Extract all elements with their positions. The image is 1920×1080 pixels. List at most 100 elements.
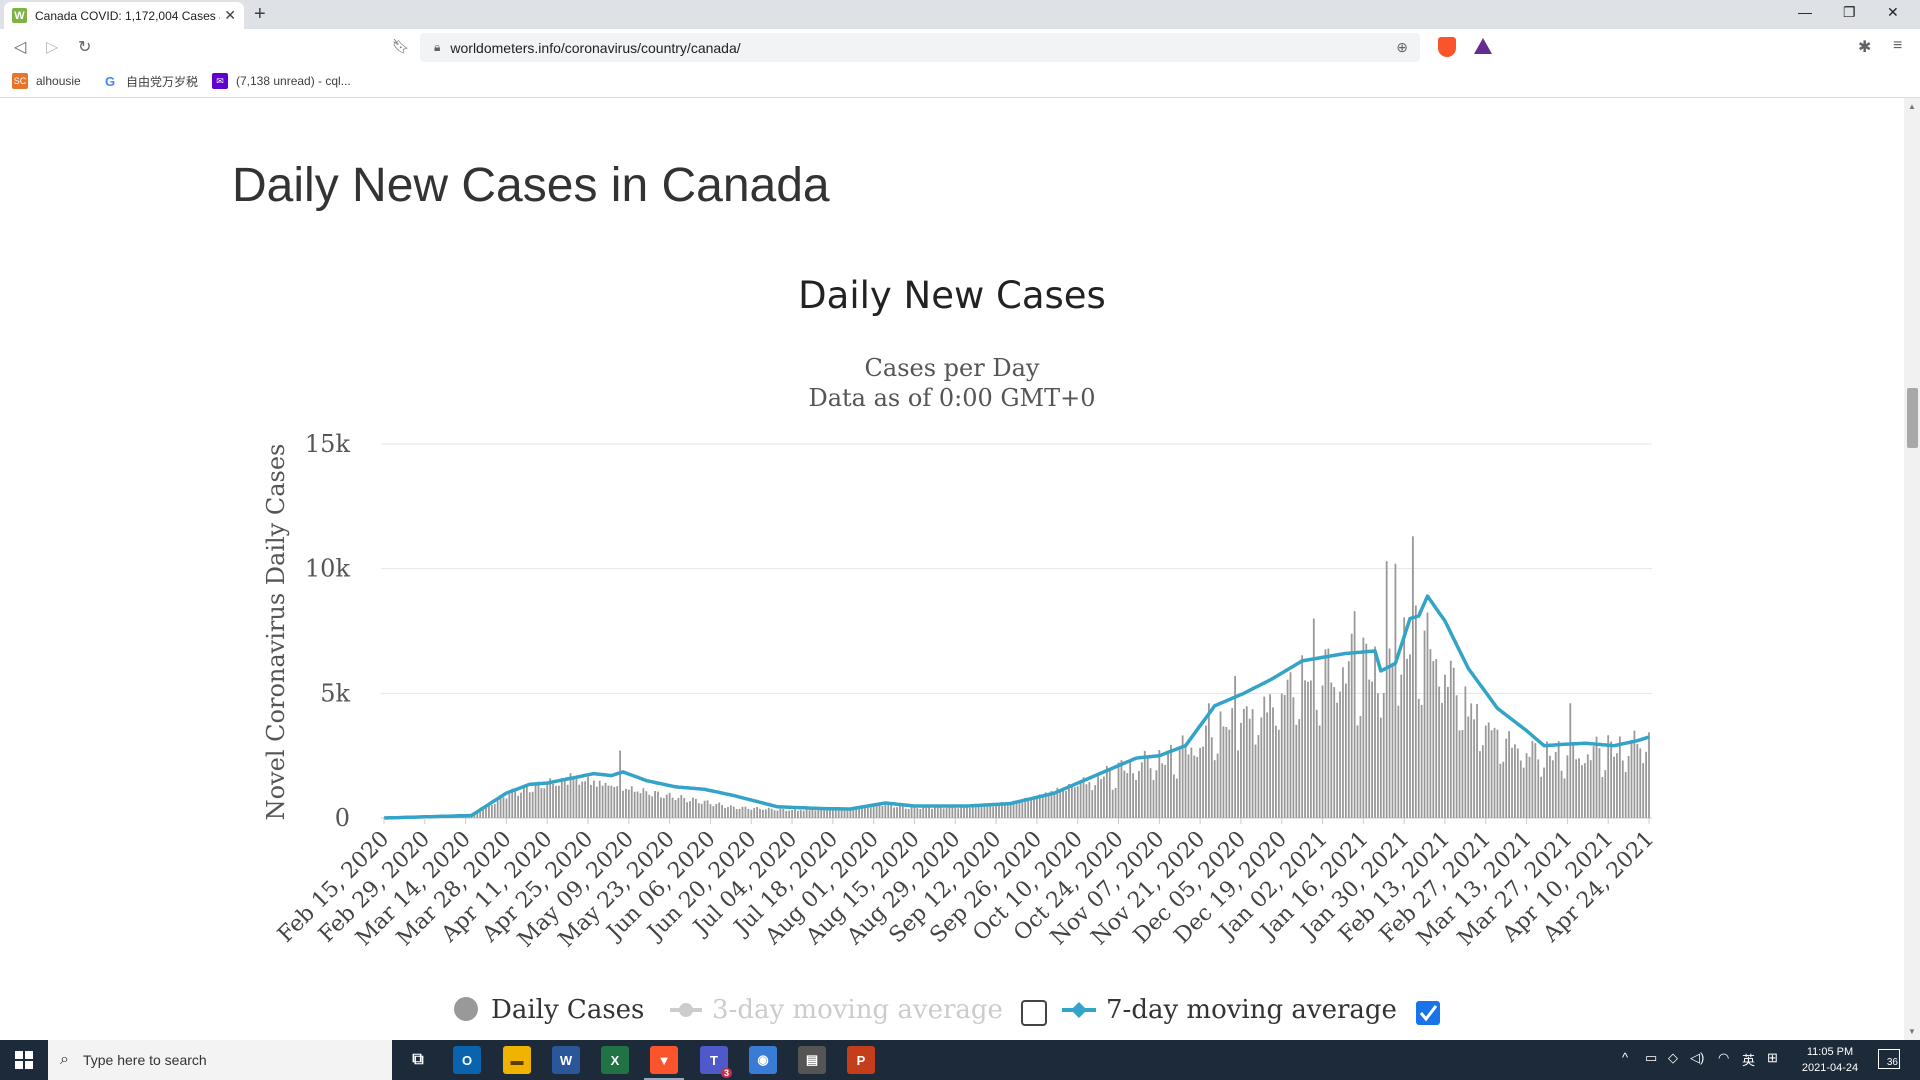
- ime-indicator[interactable]: 英: [1742, 1053, 1756, 1068]
- daily-case-bar: [1257, 735, 1260, 818]
- daily-case-bar: [840, 810, 843, 818]
- back-button[interactable]: ◁: [14, 39, 27, 56]
- daily-case-bar: [1254, 744, 1257, 818]
- bookmark-item[interactable]: ✉ (7,138 unread) - cql...: [212, 73, 351, 89]
- daily-case-bar: [974, 803, 977, 818]
- grid-lines: [381, 443, 1652, 819]
- legend-daily-cases[interactable]: Daily Cases: [454, 995, 644, 1025]
- daily-case-bar: [1490, 730, 1493, 818]
- bookmark-icon[interactable]: 🔖︎: [392, 38, 410, 54]
- daily-case-bar: [665, 794, 668, 818]
- restore-button[interactable]: ❐: [1843, 4, 1856, 20]
- toggle-7day-checkbox[interactable]: [1416, 1001, 1440, 1025]
- powerpoint-icon[interactable]: P: [847, 1046, 875, 1074]
- recorder-app-icon[interactable]: ◉: [749, 1046, 777, 1074]
- daily-case-bar: [633, 791, 636, 818]
- extensions-icon[interactable]: ✱: [1858, 39, 1872, 56]
- daily-case-bar: [829, 809, 831, 818]
- daily-case-bar: [1149, 768, 1152, 818]
- close-window-button[interactable]: ✕: [1887, 4, 1899, 20]
- daily-case-bar: [1094, 785, 1097, 818]
- bookmark-item[interactable]: SC alhousie: [12, 73, 81, 89]
- daily-case-bar: [1003, 805, 1006, 818]
- daily-case-bar: [1458, 730, 1461, 818]
- show-hidden-icons-icon[interactable]: ^: [1622, 1050, 1629, 1065]
- brave-shield-icon[interactable]: [1438, 37, 1456, 57]
- daily-case-bar: [823, 809, 826, 818]
- brave-rewards-icon[interactable]: [1474, 38, 1492, 54]
- forward-button[interactable]: ▷: [46, 39, 59, 56]
- battery-icon[interactable]: ▭: [1645, 1050, 1658, 1065]
- daily-case-bar: [960, 805, 963, 818]
- daily-case-bar: [549, 778, 552, 818]
- y-tick-label: 10k: [305, 555, 351, 583]
- notifications-icon[interactable]: 36: [1878, 1049, 1900, 1069]
- taskbar-search[interactable]: ⌕ Type here to search: [48, 1040, 392, 1080]
- daily-case-bar: [1123, 770, 1126, 818]
- daily-case-bar: [729, 805, 732, 818]
- daily-case-bar: [1391, 662, 1394, 818]
- active-tab[interactable]: W Canada COVID: 1,172,004 Cases an ✕: [4, 2, 244, 29]
- outlook-icon[interactable]: O: [453, 1046, 481, 1074]
- start-button[interactable]: [0, 1040, 48, 1080]
- daily-case-bar: [718, 802, 721, 818]
- volume-icon[interactable]: ◁): [1690, 1050, 1705, 1065]
- daily-case-bar: [1455, 695, 1458, 818]
- daily-case-bar: [1199, 747, 1202, 818]
- daily-case-bar: [1272, 707, 1274, 818]
- tab-close-icon[interactable]: ✕: [224, 7, 236, 23]
- moving-average-line-group: [383, 594, 1650, 820]
- task-view-icon[interactable]: ⧉: [412, 1051, 424, 1068]
- bookmark-item[interactable]: G 自由党万岁税: [102, 73, 198, 90]
- daily-case-bar: [1155, 770, 1158, 818]
- ime-grid-icon[interactable]: ⊞: [1767, 1050, 1778, 1065]
- brave-browser-icon[interactable]: ▼: [644, 1046, 684, 1080]
- dropbox-icon[interactable]: ◇: [1668, 1050, 1678, 1065]
- daily-case-bar: [1333, 687, 1336, 818]
- daily-case-bar: [697, 803, 700, 818]
- daily-case-bar: [1222, 726, 1225, 818]
- browser-menu-icon[interactable]: ≡: [1893, 37, 1903, 54]
- word-icon[interactable]: W: [552, 1046, 580, 1074]
- daily-case-bar: [1161, 763, 1164, 818]
- daily-case-bar: [764, 809, 767, 818]
- scrollbar-thumb[interactable]: [1907, 388, 1918, 448]
- media-app-icon[interactable]: ▤: [798, 1046, 826, 1074]
- wifi-icon[interactable]: ◠: [1718, 1050, 1730, 1065]
- daily-case-bar: [788, 810, 791, 818]
- new-tab-button[interactable]: +: [254, 3, 266, 25]
- daily-case-bar: [893, 807, 895, 818]
- scroll-up-arrow-icon[interactable]: ▲: [1908, 102, 1916, 111]
- toggle-3day-checkbox[interactable]: [1021, 1000, 1047, 1026]
- daily-case-bar: [1105, 765, 1108, 818]
- daily-case-bar: [1269, 694, 1271, 818]
- address-bar[interactable]: 🔒︎ worldometers.info/coronavirus/country…: [420, 33, 1420, 62]
- vertical-scrollbar[interactable]: ▲ ▼: [1904, 98, 1920, 1040]
- excel-icon[interactable]: X: [601, 1046, 629, 1074]
- daily-case-bar: [520, 792, 522, 818]
- legend-3day-average[interactable]: 3-day moving average: [670, 995, 1003, 1025]
- file-explorer-icon[interactable]: ▬: [503, 1046, 531, 1074]
- daily-case-bar: [482, 809, 485, 818]
- daily-case-bar: [1618, 736, 1621, 818]
- legend-7day-average[interactable]: 7-day moving average: [1062, 995, 1397, 1025]
- daily-case-bar: [872, 804, 875, 818]
- daily-case-bar: [919, 808, 922, 818]
- daily-case-bar: [1225, 727, 1228, 818]
- worldometer-favicon-icon: W: [12, 8, 27, 23]
- daily-case-bar: [744, 806, 747, 818]
- daily-case-bar: [1021, 802, 1024, 818]
- reload-button[interactable]: ↻: [78, 39, 92, 56]
- y-tick-label: 5k: [320, 679, 350, 707]
- daily-case-bar: [1557, 741, 1560, 818]
- daily-case-bar: [1414, 605, 1417, 818]
- scroll-down-arrow-icon[interactable]: ▼: [1908, 1027, 1916, 1036]
- minimize-button[interactable]: —: [1798, 4, 1812, 20]
- taskbar-clock[interactable]: 11:05 PM 2021-04-24: [1790, 1044, 1870, 1076]
- daily-case-bar: [511, 788, 514, 818]
- bookmark-label: (7,138 unread) - cql...: [236, 74, 351, 88]
- daily-case-bar: [849, 808, 852, 818]
- daily-case-bar: [826, 809, 828, 818]
- zoom-icon[interactable]: ⊕: [1396, 39, 1408, 55]
